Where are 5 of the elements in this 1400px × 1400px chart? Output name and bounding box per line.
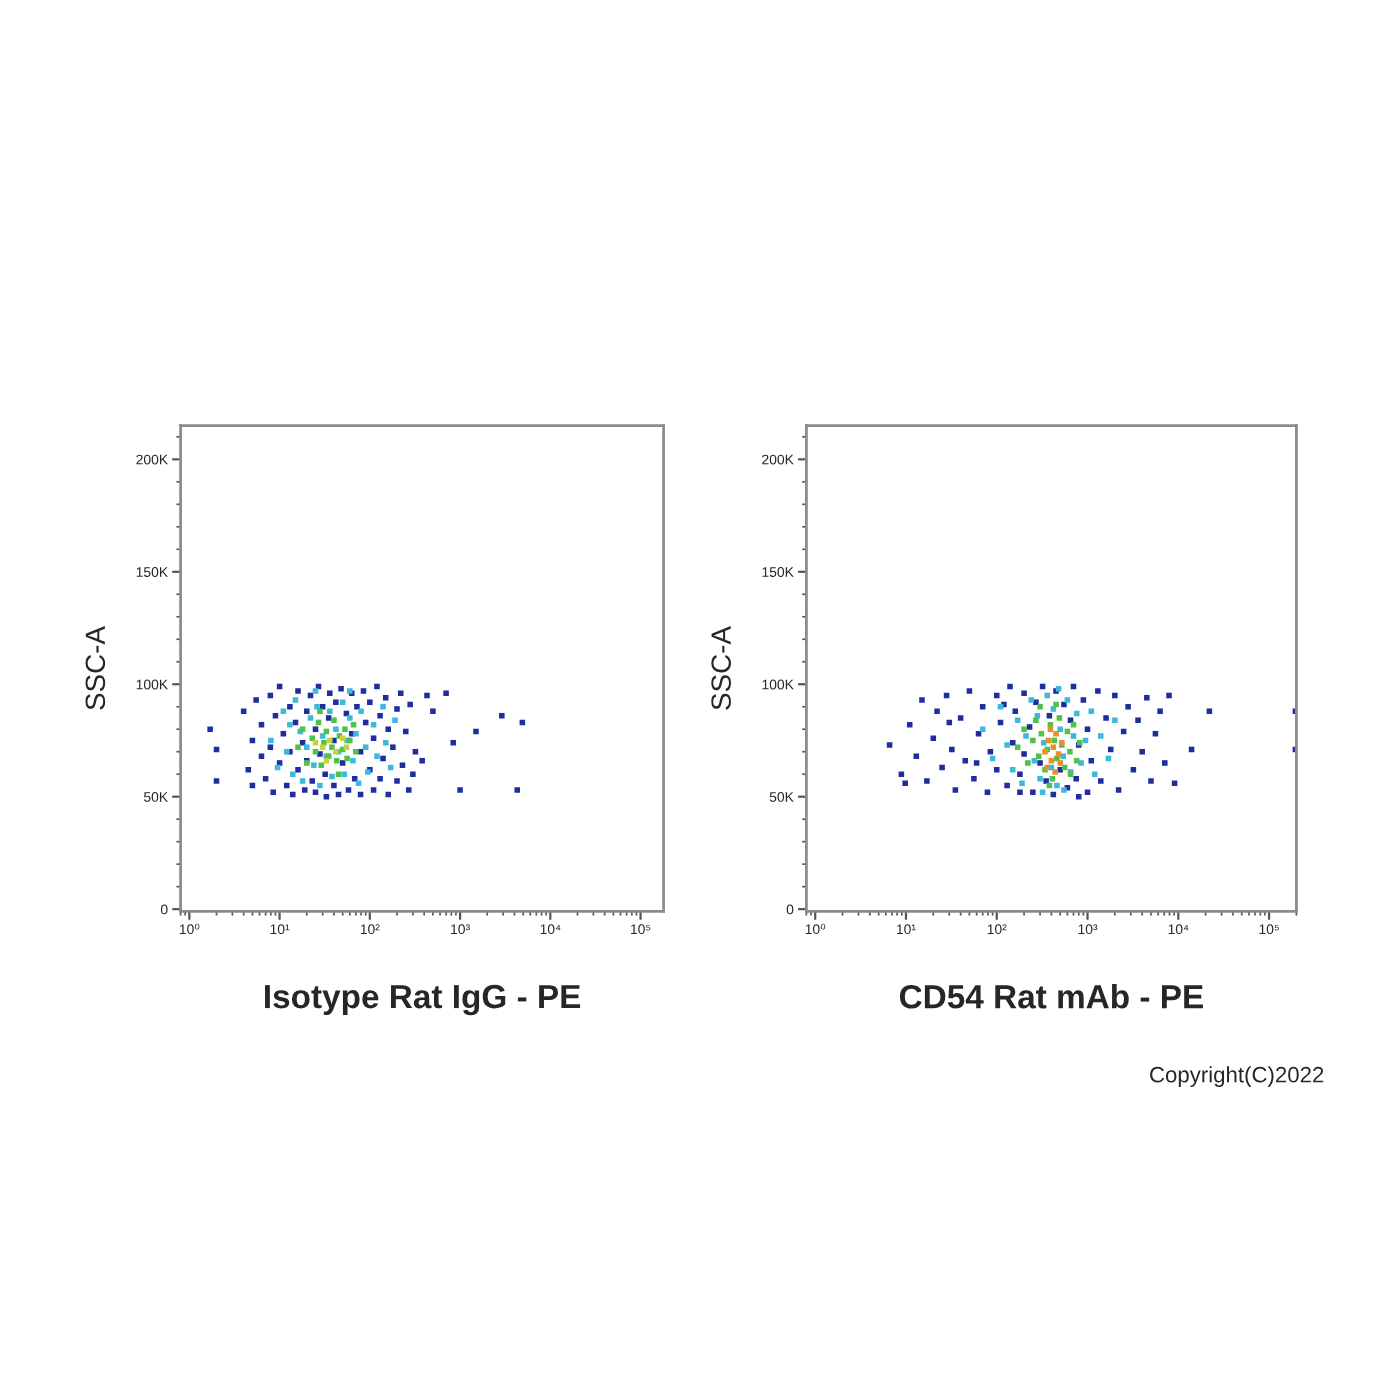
x-axis-title: Isotype Rat IgG - PE <box>265 984 581 1016</box>
y-axis-title: SSC-A <box>85 626 106 710</box>
text: Copyright(C)2022 <box>1150 1066 1324 1087</box>
x-axis-title: CD54 Rat mAb - PE <box>899 984 1203 1009</box>
y-axis-title: SSC-A <box>711 626 731 710</box>
